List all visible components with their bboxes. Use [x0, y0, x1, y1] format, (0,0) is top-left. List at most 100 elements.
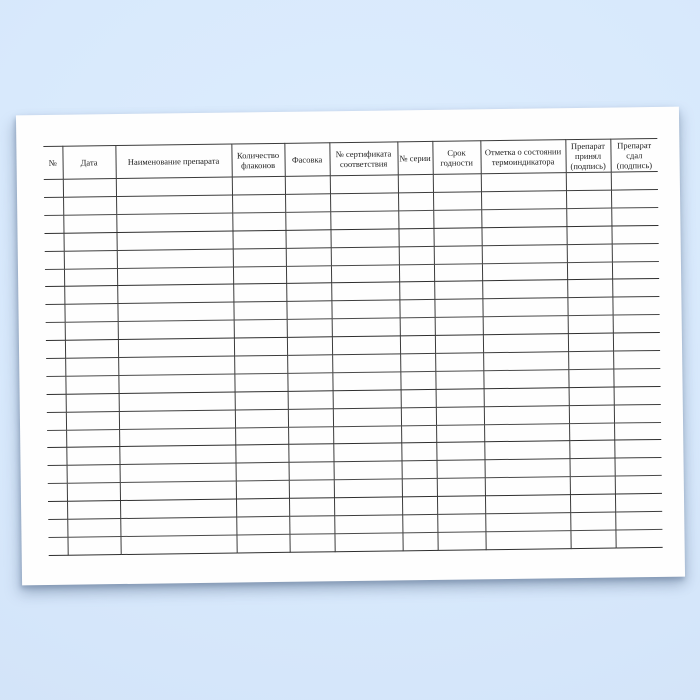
- table-cell: [65, 411, 120, 430]
- table-cell: [612, 332, 661, 352]
- column-header-9: Отметка о состоянии термоиндикатора: [480, 139, 566, 174]
- table-cell: [236, 516, 290, 535]
- table-cell: [44, 197, 64, 216]
- table-cell: [48, 537, 68, 556]
- table-cell: [48, 501, 68, 520]
- table-cell: [64, 321, 118, 341]
- table-cell: [234, 391, 288, 410]
- table-cell: [116, 194, 233, 215]
- table-cell: [614, 439, 662, 459]
- table-cell: [116, 248, 233, 269]
- table-cell: [235, 462, 289, 482]
- table-cell: [612, 278, 660, 298]
- table-cell: [434, 334, 484, 354]
- table-cell: [615, 529, 663, 548]
- table-cell: [610, 171, 658, 191]
- table-cell: [437, 531, 486, 551]
- table-cell: [484, 494, 571, 514]
- table-cell: [484, 441, 570, 461]
- table-cell: [65, 357, 119, 377]
- column-header-11: Препарат сдал (подпись): [610, 138, 658, 173]
- table-cell: [483, 369, 569, 389]
- column-header-3: Наименование препарата: [115, 144, 232, 179]
- table-cell: [567, 279, 613, 298]
- table-cell: [482, 315, 568, 335]
- table-cell: [480, 190, 567, 210]
- table-cell: [399, 299, 435, 319]
- table-cell: [47, 429, 67, 448]
- table-cell: [433, 245, 482, 264]
- table-cell: [63, 250, 117, 269]
- table-cell: [233, 283, 287, 303]
- table-cell: [614, 475, 662, 495]
- table-cell: [63, 214, 117, 233]
- table-cell: [288, 462, 334, 481]
- table-cell: [614, 421, 662, 441]
- table-cell: [46, 376, 66, 395]
- table-cell: [45, 304, 65, 323]
- table-cell: [402, 514, 438, 533]
- table-cell: [482, 280, 568, 300]
- table-cell: [235, 426, 289, 446]
- table-cell: [398, 263, 435, 283]
- table-cell: [331, 335, 401, 355]
- table-cell: [401, 496, 438, 515]
- table-cell: [287, 408, 334, 427]
- table-cell: [120, 534, 237, 555]
- table-cell: [332, 371, 401, 391]
- table-cell: [612, 296, 660, 316]
- table-cell: [116, 230, 233, 251]
- column-header-8: Срок годности: [432, 140, 481, 175]
- table-cell: [67, 500, 121, 520]
- table-cell: [66, 446, 120, 466]
- table-cell: [45, 322, 65, 341]
- table-cell: [435, 406, 485, 425]
- table-cell: [435, 388, 484, 408]
- table-cell: [567, 315, 613, 334]
- table-cell: [432, 191, 482, 211]
- table-cell: [118, 409, 236, 430]
- table-cell: [397, 192, 434, 211]
- table-cell: [401, 442, 437, 462]
- table-cell: [330, 228, 399, 248]
- table-cell: [611, 225, 659, 244]
- table-cell: [46, 393, 66, 413]
- table-cell: [436, 495, 486, 515]
- table-cell: [481, 244, 567, 264]
- table-cell: [402, 532, 438, 551]
- table-cell: [569, 476, 615, 495]
- table-cell: [116, 266, 234, 286]
- table-cell: [67, 518, 121, 538]
- table-cell: [613, 350, 661, 369]
- column-header-5: Фасовка: [284, 142, 330, 177]
- table-cell: [117, 320, 234, 340]
- table-cell: [566, 207, 612, 227]
- table-cell: [288, 426, 334, 445]
- table-cell: [117, 338, 235, 358]
- table-cell: [288, 444, 334, 463]
- table-cell: [483, 387, 569, 407]
- table-cell: [398, 246, 434, 265]
- table-cell: [401, 460, 437, 480]
- table-cell: [47, 447, 67, 466]
- table-cell: [288, 479, 334, 499]
- table-cell: [285, 193, 331, 213]
- table-cell: [610, 189, 659, 208]
- table-cell: [566, 261, 613, 281]
- table-cell: [570, 529, 616, 549]
- table-cell: [614, 493, 663, 513]
- column-header-2: Дата: [62, 145, 116, 180]
- table-cell: [400, 407, 437, 426]
- table-cell: [64, 339, 119, 359]
- table-cell: [613, 404, 662, 423]
- table-cell: [334, 532, 403, 552]
- table-cell: [483, 405, 570, 425]
- table-cell: [433, 227, 482, 247]
- table-cell: [232, 247, 286, 267]
- table-cell: [484, 476, 570, 496]
- table-cell: [401, 478, 437, 497]
- table-cell: [611, 260, 660, 280]
- table-cell: [614, 457, 662, 477]
- table-cell: [481, 262, 568, 282]
